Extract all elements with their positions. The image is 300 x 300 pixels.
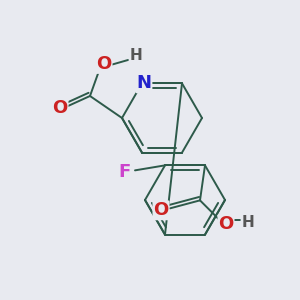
- Text: N: N: [136, 74, 152, 92]
- Text: H: H: [130, 47, 142, 62]
- Text: O: O: [153, 201, 169, 219]
- Text: F: F: [119, 164, 131, 181]
- Text: O: O: [96, 55, 112, 73]
- Text: O: O: [218, 215, 234, 233]
- Text: O: O: [52, 99, 68, 117]
- Text: H: H: [242, 215, 254, 230]
